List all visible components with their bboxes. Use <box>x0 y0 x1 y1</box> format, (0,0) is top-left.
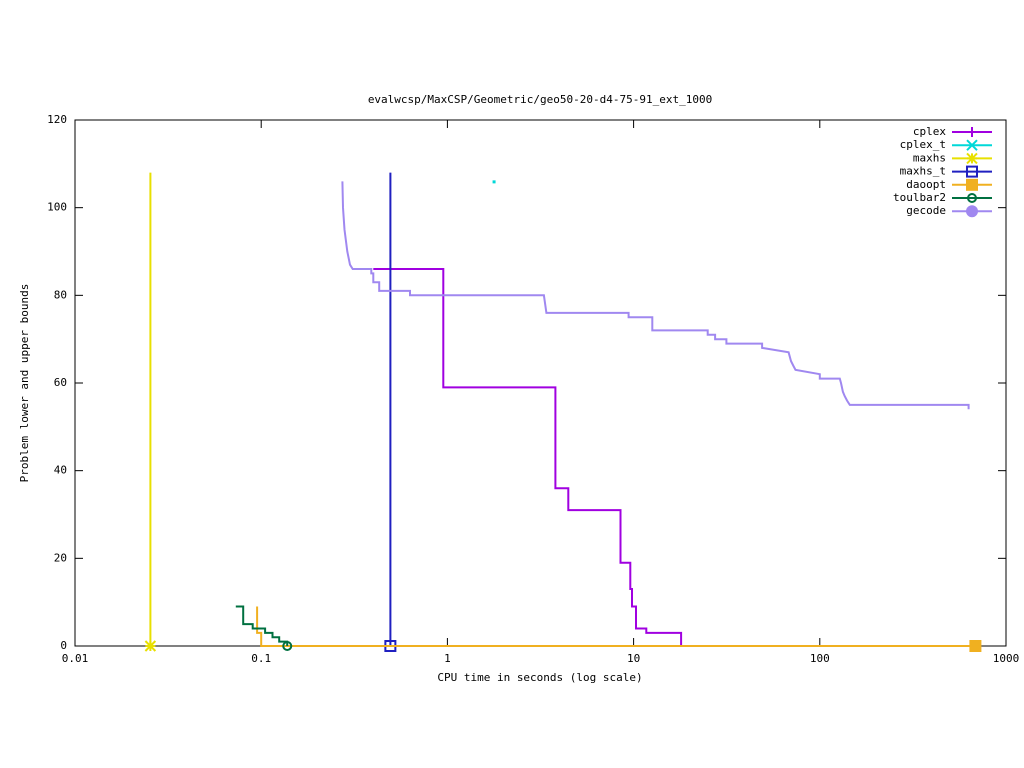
data-marker <box>144 640 157 652</box>
x-axis-label: CPU time in seconds (log scale) <box>437 671 642 684</box>
data-marker <box>282 641 293 651</box>
legend-label: daoopt <box>906 178 946 191</box>
plot-frame <box>74 119 1007 647</box>
legend-marker <box>967 193 977 203</box>
legend-marker <box>966 152 978 165</box>
legend-label: toulbar2 <box>893 191 946 204</box>
y-tick-label: 120 <box>47 113 67 126</box>
y-tick-label: 0 <box>60 639 67 652</box>
y-tick-label: 100 <box>47 201 67 214</box>
legend-label: cplex_t <box>900 138 946 151</box>
x-tick-label: 0.01 <box>62 652 89 665</box>
series-line <box>373 268 683 646</box>
legend-label: maxhs <box>913 151 946 164</box>
legend-label: maxhs_t <box>900 165 946 178</box>
y-tick-label: 20 <box>54 551 67 564</box>
x-tick-label: 0.1 <box>251 652 271 665</box>
legend-label: gecode <box>906 204 946 217</box>
series-line <box>341 181 970 410</box>
data-marker <box>969 640 982 652</box>
legend-label: cplex <box>913 125 946 138</box>
y-axis-label: Problem lower and upper bounds <box>18 284 31 483</box>
legend-marker <box>967 127 977 137</box>
x-tick-label: 100 <box>810 652 830 665</box>
y-tick-label: 80 <box>54 288 67 301</box>
x-tick-label: 10 <box>627 652 640 665</box>
y-tick-label: 40 <box>54 464 67 477</box>
series-line <box>256 606 976 647</box>
data-point <box>492 180 496 184</box>
y-tick-label: 60 <box>54 376 67 389</box>
legend-marker <box>966 205 978 218</box>
legend-marker <box>966 178 978 191</box>
x-tick-label: 1000 <box>993 652 1020 665</box>
series-line <box>235 605 289 646</box>
x-tick-label: 1 <box>444 652 451 665</box>
chart-title: evalwcsp/MaxCSP/Geometric/geo50-20-d4-75… <box>368 93 712 106</box>
legend-marker <box>966 139 978 151</box>
legend-marker <box>966 165 978 178</box>
